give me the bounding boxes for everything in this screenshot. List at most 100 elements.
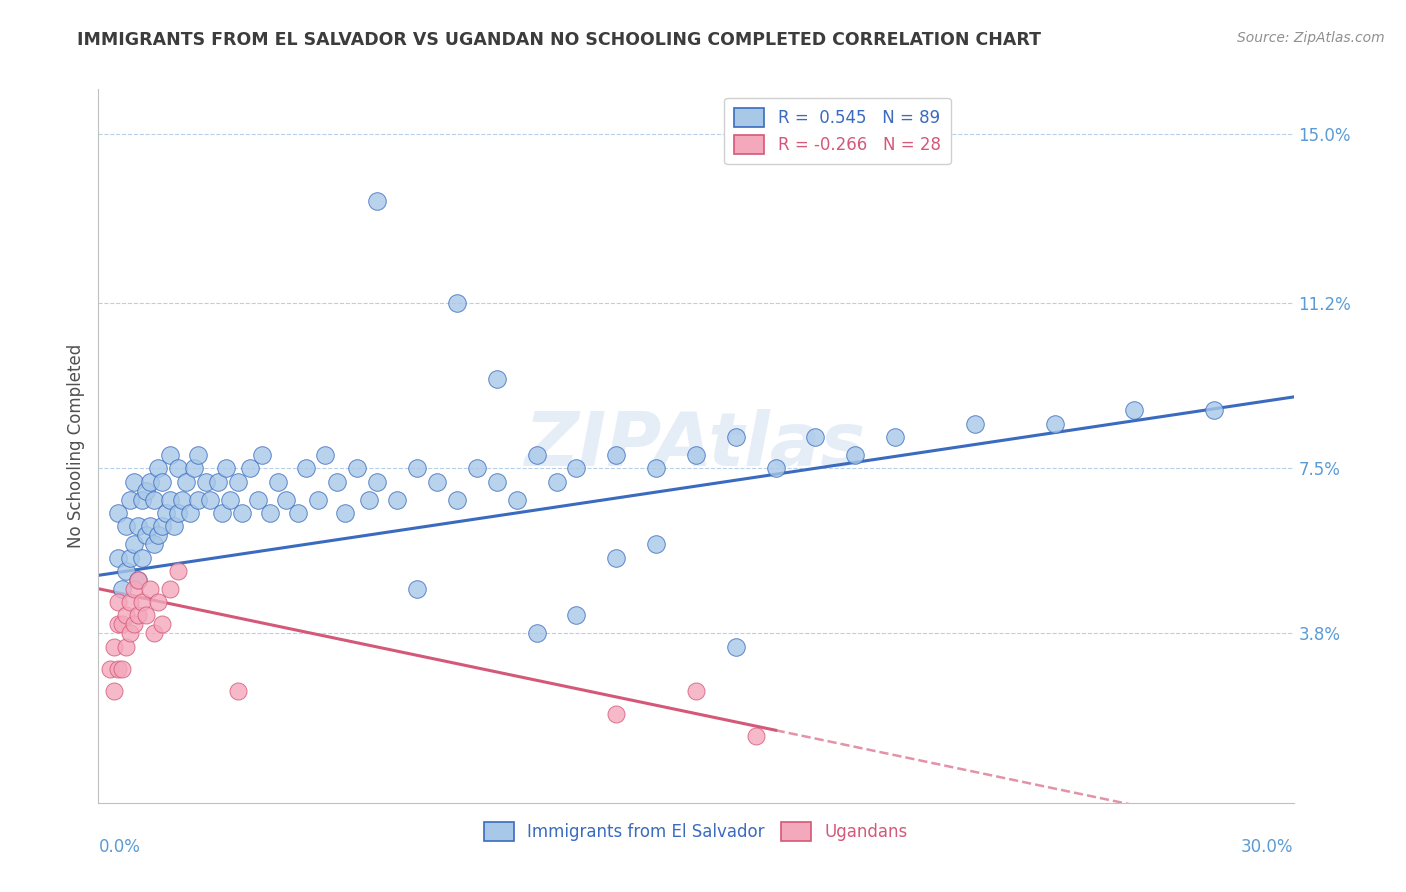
Text: 30.0%: 30.0%: [1241, 838, 1294, 856]
Point: [107, 595, 129, 609]
Point: [804, 430, 827, 444]
Point: [111, 582, 134, 596]
Point: [219, 492, 242, 507]
Point: [287, 506, 309, 520]
Point: [1202, 403, 1225, 417]
Point: [385, 492, 409, 507]
Point: [124, 537, 146, 551]
Point: [159, 582, 181, 596]
Point: [148, 595, 170, 609]
Point: [167, 506, 190, 520]
Point: [107, 617, 129, 632]
Point: [366, 194, 388, 208]
Point: [159, 492, 181, 507]
Point: [127, 519, 149, 533]
Point: [139, 519, 162, 533]
Point: [195, 475, 218, 489]
Point: [526, 626, 548, 640]
Point: [124, 617, 146, 632]
Point: [131, 595, 153, 609]
Point: [127, 573, 149, 587]
Point: [111, 662, 134, 676]
Point: [107, 550, 129, 565]
Point: [148, 461, 170, 475]
Point: [226, 684, 249, 698]
Point: [485, 475, 508, 489]
Point: [207, 475, 229, 489]
Point: [107, 506, 129, 520]
Point: [103, 640, 125, 654]
Point: [167, 461, 190, 475]
Y-axis label: No Schooling Completed: No Schooling Completed: [66, 344, 84, 548]
Point: [359, 492, 381, 507]
Point: [120, 595, 142, 609]
Point: [406, 582, 429, 596]
Point: [724, 640, 747, 654]
Point: [645, 461, 668, 475]
Point: [115, 608, 138, 623]
Point: [605, 448, 627, 462]
Point: [111, 617, 134, 632]
Point: [211, 506, 233, 520]
Point: [315, 448, 337, 462]
Point: [120, 550, 142, 565]
Point: [274, 492, 297, 507]
Point: [215, 461, 238, 475]
Point: [187, 492, 209, 507]
Point: [605, 706, 627, 721]
Point: [745, 729, 768, 743]
Point: [143, 537, 166, 551]
Point: [844, 448, 866, 462]
Point: [150, 475, 173, 489]
Point: [426, 475, 449, 489]
Point: [346, 461, 368, 475]
Point: [115, 640, 138, 654]
Point: [120, 492, 142, 507]
Point: [246, 492, 269, 507]
Point: [139, 582, 162, 596]
Text: Source: ZipAtlas.com: Source: ZipAtlas.com: [1237, 31, 1385, 45]
Point: [198, 492, 221, 507]
Point: [884, 430, 907, 444]
Point: [187, 448, 209, 462]
Point: [294, 461, 316, 475]
Point: [148, 528, 170, 542]
Point: [335, 506, 357, 520]
Point: [231, 506, 253, 520]
Point: [167, 564, 190, 578]
Point: [115, 519, 138, 533]
Point: [120, 626, 142, 640]
Point: [526, 448, 548, 462]
Point: [605, 550, 627, 565]
Point: [406, 461, 429, 475]
Point: [250, 448, 273, 462]
Point: [446, 492, 468, 507]
Point: [724, 430, 747, 444]
Point: [366, 475, 388, 489]
Point: [174, 475, 197, 489]
Point: [1043, 417, 1066, 431]
Point: [143, 492, 166, 507]
Point: [131, 550, 153, 565]
Point: [107, 662, 129, 676]
Text: IMMIGRANTS FROM EL SALVADOR VS UGANDAN NO SCHOOLING COMPLETED CORRELATION CHART: IMMIGRANTS FROM EL SALVADOR VS UGANDAN N…: [77, 31, 1042, 49]
Point: [159, 448, 181, 462]
Point: [765, 461, 787, 475]
Point: [259, 506, 281, 520]
Point: [135, 608, 157, 623]
Point: [465, 461, 488, 475]
Point: [485, 372, 508, 386]
Point: [124, 582, 146, 596]
Point: [506, 492, 529, 507]
Point: [150, 519, 173, 533]
Point: [446, 296, 468, 310]
Point: [685, 448, 707, 462]
Point: [267, 475, 290, 489]
Point: [155, 506, 177, 520]
Point: [150, 617, 173, 632]
Point: [565, 461, 588, 475]
Point: [179, 506, 201, 520]
Point: [172, 492, 194, 507]
Point: [127, 608, 149, 623]
Point: [135, 483, 157, 498]
